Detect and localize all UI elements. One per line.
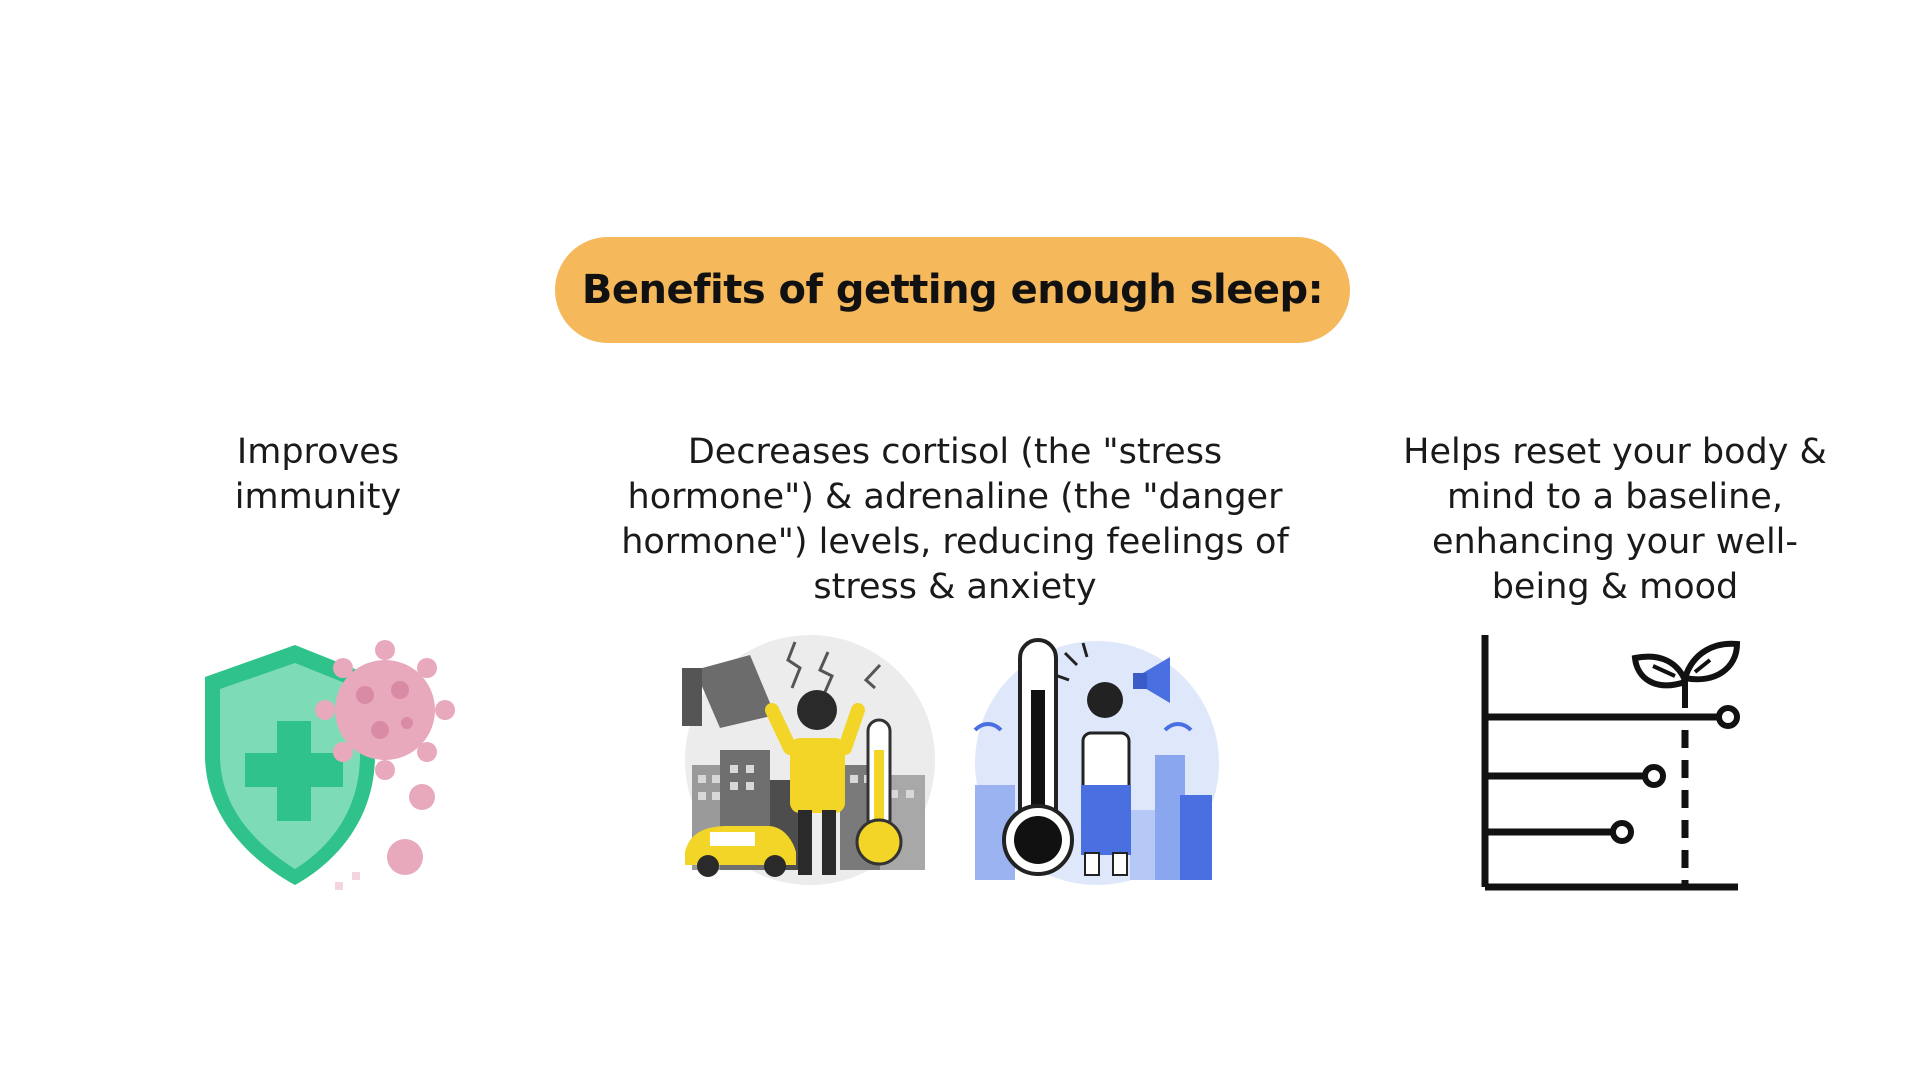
stressed-man-city-illustration (682, 635, 935, 885)
benefit-cortisol-text: Decreases cortisol (the "stress hormone"… (621, 432, 1289, 607)
page-title: Benefits of getting enough sleep: (581, 267, 1324, 313)
growth-chart-plant-icon (1481, 635, 1741, 891)
benefit-reset-text: Helps reset your body & mind to a baseli… (1403, 432, 1827, 607)
stressed-woman-thermometer-illustration (973, 638, 1219, 885)
title-banner: Benefits of getting enough sleep: (555, 237, 1350, 343)
shield-virus-icon (205, 640, 455, 890)
benefit-immunity-text: Improves immunity (234, 432, 402, 517)
